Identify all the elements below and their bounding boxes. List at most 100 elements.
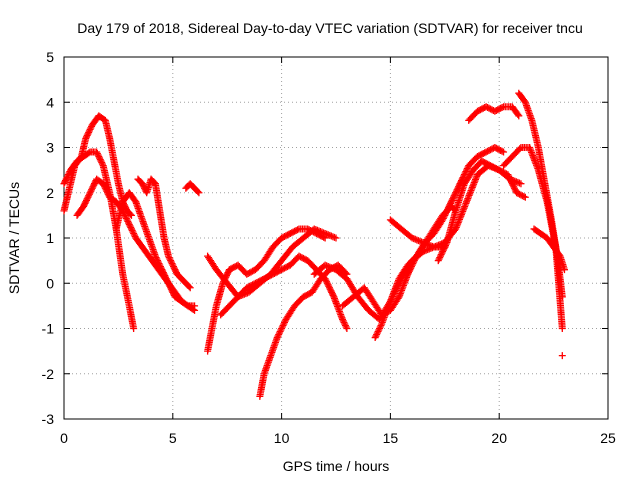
data-point [166, 255, 174, 263]
data-point [442, 242, 450, 250]
data-point [90, 181, 98, 189]
data-point [451, 190, 459, 198]
data-point [498, 104, 506, 112]
data-point [377, 321, 385, 329]
data-point [323, 278, 331, 286]
y-tick-label: 0 [46, 275, 54, 291]
series-arc-4 [112, 189, 199, 310]
data-point [172, 267, 180, 275]
data-point [435, 255, 443, 263]
data-point [280, 320, 288, 328]
y-tick-label: 1 [46, 230, 54, 246]
data-point [439, 216, 447, 224]
data-point [122, 213, 130, 221]
data-point [86, 125, 94, 133]
data-point [327, 287, 335, 295]
series-arc-7 [204, 225, 329, 355]
data-point [170, 264, 178, 272]
data-point [156, 261, 164, 269]
data-point [163, 276, 171, 284]
data-point [82, 133, 90, 141]
data-point [63, 174, 71, 182]
y-axis-label: SDTVAR / TECUs [6, 182, 22, 294]
data-point [463, 166, 471, 174]
data-point [439, 248, 447, 256]
data-point [101, 184, 109, 192]
data-point [505, 174, 513, 182]
data-point [93, 150, 101, 158]
data-point [82, 196, 90, 204]
x-tick-label: 25 [600, 430, 616, 446]
data-point [130, 231, 138, 239]
series-arc-10 [256, 261, 351, 400]
data-point [275, 329, 283, 337]
data-point [160, 270, 168, 278]
data-point [520, 193, 528, 201]
series-arc-6 [182, 180, 203, 197]
data-point [224, 269, 232, 277]
data-point [170, 290, 178, 298]
data-point [159, 267, 167, 275]
data-point [64, 171, 72, 179]
data-point [326, 285, 334, 293]
data-point [168, 287, 176, 295]
data-point [83, 195, 91, 203]
data-point [447, 198, 455, 206]
data-point [162, 275, 170, 283]
data-point [273, 334, 281, 342]
data-point [87, 187, 95, 195]
data-point [153, 255, 161, 263]
y-tick-label: -2 [42, 366, 55, 382]
data-point [162, 273, 170, 281]
data-point [511, 186, 519, 194]
data-point [372, 332, 380, 340]
data-point [441, 211, 449, 219]
y-tick-label: 5 [46, 49, 54, 65]
data-point [152, 254, 160, 262]
data-point [95, 153, 103, 161]
data-point [444, 205, 452, 213]
data-point [515, 112, 523, 120]
data-point [122, 214, 130, 222]
data-point [438, 249, 446, 257]
data-point [452, 189, 460, 197]
data-point [450, 192, 458, 200]
data-point [130, 325, 138, 332]
data-point [343, 325, 351, 332]
data-point [99, 180, 107, 188]
data-point [164, 278, 172, 286]
series-arc-15 [434, 157, 529, 265]
data-point [85, 192, 93, 200]
data-point [339, 317, 347, 325]
data-point [127, 223, 135, 231]
data-point [62, 175, 70, 183]
y-tick-label: -1 [42, 321, 55, 337]
data-point [437, 251, 445, 259]
data-point [339, 315, 347, 323]
data-point [439, 246, 447, 254]
data-point [375, 326, 383, 334]
data-point [88, 184, 96, 192]
data-point [328, 290, 336, 298]
data-point [61, 177, 69, 185]
x-tick-label: 15 [383, 430, 399, 446]
series-arc-5 [134, 175, 194, 292]
data-point [167, 284, 175, 292]
data-point [83, 131, 91, 139]
data-point [558, 352, 566, 360]
data-point [448, 196, 456, 204]
data-point [276, 328, 284, 336]
data-point [498, 147, 506, 155]
data-point [85, 190, 93, 198]
data-point [322, 276, 330, 284]
data-point [449, 195, 457, 203]
data-point [324, 281, 332, 289]
data-point [155, 260, 163, 268]
data-point [96, 156, 104, 164]
data-point [154, 258, 162, 266]
data-point [80, 201, 88, 209]
data-point [128, 226, 136, 234]
data-point [434, 257, 442, 265]
data-point [373, 329, 381, 337]
data-point [329, 291, 337, 299]
